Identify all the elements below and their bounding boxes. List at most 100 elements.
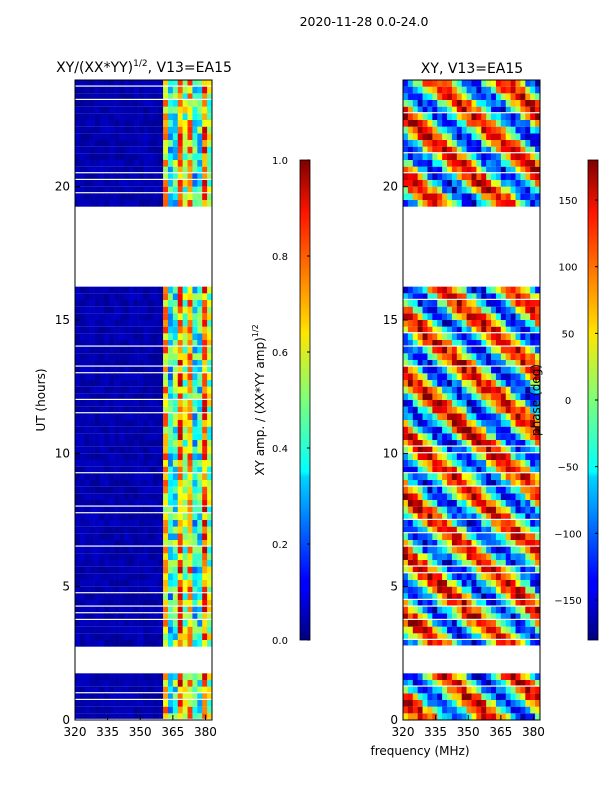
right-heatmap-cell xyxy=(427,140,433,147)
left-heatmap-cell xyxy=(197,546,203,554)
left-heatmap-cell xyxy=(119,686,125,693)
left-heatmap-cell xyxy=(158,500,164,506)
left-heatmap-cell xyxy=(114,626,120,634)
right-heatmap-cell xyxy=(412,353,418,360)
left-heatmap-cell xyxy=(79,680,86,687)
left-heatmap-cell xyxy=(153,693,159,699)
left-heatmap-cell xyxy=(202,700,208,707)
left-heatmap-cell xyxy=(177,626,183,634)
right-heatmap-cell xyxy=(520,433,526,440)
right-heatmap-cell xyxy=(437,546,443,554)
right-heatmap-cell xyxy=(486,106,492,113)
left-heatmap-cell xyxy=(123,520,130,527)
left-heatmap-cell xyxy=(123,346,130,354)
left-heatmap-cell xyxy=(143,346,149,354)
left-heatmap-cell xyxy=(138,353,144,360)
left-heatmap-cell xyxy=(207,406,213,413)
right-heatmap-cell xyxy=(417,180,423,187)
left-heatmap-cell xyxy=(114,146,120,154)
right-heatmap-cell xyxy=(437,440,443,446)
left-heatmap-cell xyxy=(172,200,179,207)
left-heatmap-cell xyxy=(138,400,144,407)
left-heatmap-cell xyxy=(104,500,110,506)
right-heatmap-cell xyxy=(403,406,409,414)
right-heatmap-cell xyxy=(520,293,526,299)
right-heatmap-cell xyxy=(412,193,418,200)
right-heatmap-cell xyxy=(417,613,423,619)
right-heatmap-cell xyxy=(525,80,531,87)
left-heatmap-cell xyxy=(123,446,130,454)
right-heatmap-cell xyxy=(525,160,531,167)
left-heatmap-cell xyxy=(182,433,188,440)
right-heatmap-cell xyxy=(505,420,511,427)
left-heatmap-cell xyxy=(89,406,95,413)
left-heatmap-cell xyxy=(94,200,100,207)
right-heatmap-cell xyxy=(407,680,414,686)
left-heatmap-cell xyxy=(84,520,90,527)
left-heatmap-cell xyxy=(104,406,110,413)
right-heatmap-cell xyxy=(403,86,409,94)
right-heatmap-cell xyxy=(451,353,458,360)
right-heatmap-cell xyxy=(451,480,458,486)
left-heatmap-cell xyxy=(197,320,203,327)
right-heatmap-cell xyxy=(422,420,428,427)
right-heatmap-cell xyxy=(500,453,507,460)
right-heatmap-cell xyxy=(481,693,487,700)
right-heatmap-cell xyxy=(515,366,521,374)
left-heatmap-cell xyxy=(143,193,149,200)
left-heatmap-cell xyxy=(75,400,81,407)
right-heatmap-cell xyxy=(447,186,453,194)
right-heatmap-cell xyxy=(432,480,438,486)
left-heatmap-cell xyxy=(177,526,183,534)
left-heatmap-cell xyxy=(158,460,164,467)
right-heatmap-cell xyxy=(520,626,526,634)
right-heatmap-cell xyxy=(422,413,428,420)
right-heatmap-cell xyxy=(451,173,458,180)
right-heatmap-cell xyxy=(422,186,428,194)
left-heatmap-cell xyxy=(143,153,149,160)
left-heatmap-cell xyxy=(207,393,213,399)
left-heatmap-cell xyxy=(148,100,154,107)
left-heatmap-cell xyxy=(123,440,130,447)
left-heatmap-cell xyxy=(187,386,193,394)
right-heatmap-cell xyxy=(427,320,433,327)
left-heatmap-cell xyxy=(79,686,86,693)
left-heatmap-cell xyxy=(158,580,164,587)
left-heatmap-cell xyxy=(197,640,203,647)
left-heatmap-cell xyxy=(197,113,203,120)
right-heatmap-cell xyxy=(525,126,531,134)
left-heatmap-cell xyxy=(79,566,86,574)
left-heatmap-cell xyxy=(99,446,105,454)
left-heatmap-cell xyxy=(109,106,115,114)
left-heatmap-cell xyxy=(197,300,203,307)
left-heatmap-cell xyxy=(167,420,174,427)
left-heatmap-cell xyxy=(182,613,188,619)
left-heatmap-cell xyxy=(172,433,179,440)
right-heatmap-cell xyxy=(442,193,448,200)
right-heatmap-cell xyxy=(417,166,423,173)
left-heatmap-cell xyxy=(104,600,110,606)
right-heatmap-cell xyxy=(437,686,443,694)
left-heatmap-cell xyxy=(104,400,110,407)
right-heatmap-cell xyxy=(510,453,516,460)
right-heatmap-cell xyxy=(442,546,448,554)
right-heatmap-cell xyxy=(461,346,467,354)
right-heatmap-cell xyxy=(520,446,526,453)
left-heatmap-cell xyxy=(207,373,213,380)
left-heatmap-cell xyxy=(133,446,139,454)
left-heatmap-cell xyxy=(167,560,174,567)
right-heatmap-cell xyxy=(417,466,423,473)
left-heatmap-cell xyxy=(192,453,198,460)
right-heatmap-cell xyxy=(451,133,458,140)
left-heatmap-cell xyxy=(104,320,110,327)
right-heatmap-cell xyxy=(515,173,521,180)
right-heatmap-cell xyxy=(466,200,472,207)
right-x-tick-label: 380 xyxy=(522,725,545,739)
right-heatmap-cell xyxy=(466,373,472,380)
right-heatmap-cell xyxy=(486,100,492,107)
right-heatmap-cell xyxy=(461,166,467,173)
left-heatmap-cell xyxy=(207,680,213,687)
left-heatmap-cell xyxy=(119,340,125,346)
left-heatmap-cell xyxy=(138,100,144,107)
left-heatmap-cell xyxy=(89,306,95,314)
